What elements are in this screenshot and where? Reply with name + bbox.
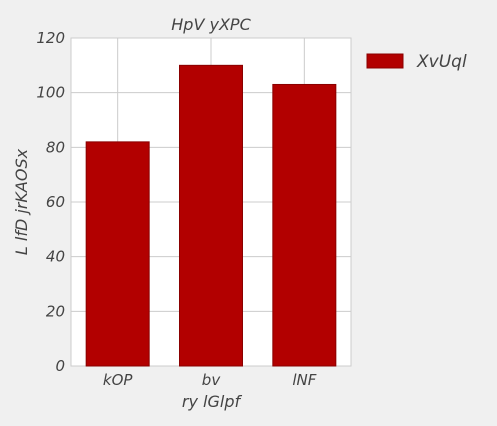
x-tick-label: kOP [103, 371, 133, 389]
legend-swatch [366, 53, 404, 69]
bars [85, 64, 337, 367]
y-tick-label: 60 [46, 193, 65, 211]
x-tick-labels: kOP bv lNF [103, 371, 317, 389]
y-tick-labels: 0 20 40 60 80 100 120 [36, 29, 65, 375]
y-tick-label: 20 [46, 302, 65, 320]
bar-bv [179, 64, 243, 367]
y-tick-label: 40 [46, 248, 65, 266]
y-tick-label: 100 [36, 84, 65, 102]
legend-label: XvUql [416, 52, 467, 72]
x-tick-label: bv [202, 371, 222, 389]
bar-lNF [272, 83, 337, 367]
x-tick-label: lNF [292, 371, 316, 389]
legend: XvUql [366, 52, 467, 72]
chart-title: HpV yXPC [171, 15, 251, 34]
bar-kOP [85, 141, 150, 367]
y-tick-label: 0 [55, 357, 65, 375]
y-tick-label: 120 [36, 29, 65, 47]
x-axis-title: ry lGlpf [182, 392, 243, 411]
y-axis-title: L lfD jrKAOSx [12, 148, 31, 255]
y-tick-label: 80 [46, 138, 65, 156]
